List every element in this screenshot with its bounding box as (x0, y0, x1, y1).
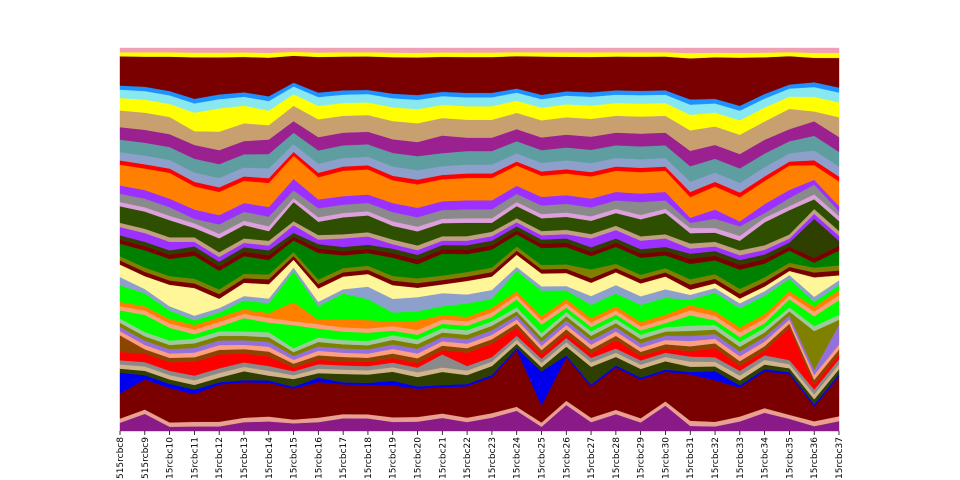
x-tick-label: 515rcbc18 (364, 437, 374, 480)
x-tick-label: 515rcbc32 (711, 437, 721, 480)
plot-area (119, 47, 840, 432)
x-tick-label: 515rcbc28 (612, 437, 622, 480)
x-tick-label: 515rcbc15 (290, 437, 300, 480)
x-tick-label: 515rcbc22 (463, 437, 473, 480)
x-tick-label: 515rcbc9 (141, 437, 151, 479)
x-tick-label: 515rcbc17 (339, 437, 349, 480)
area-series-41 (119, 47, 840, 54)
x-tick-label: 515rcbc27 (587, 437, 597, 480)
x-tick-label: 515rcbc34 (761, 437, 771, 480)
x-tick-label: 515rcbc33 (736, 437, 746, 480)
x-tick-label: 515rcbc37 (835, 437, 845, 480)
x-tick-label: 515rcbc11 (190, 437, 200, 480)
x-tick-label: 515rcbc29 (637, 437, 647, 480)
x-tick-label: 515rcbc30 (661, 437, 671, 480)
x-tick-label: 515rcbc12 (215, 437, 225, 480)
x-tick-label: 515rcbc23 (488, 437, 498, 480)
x-tick-label: 515rcbc31 (686, 437, 696, 480)
x-tick-label: 515rcbc14 (265, 437, 275, 480)
x-tick-label: 515rcbc24 (513, 437, 523, 480)
x-tick-label: 515rcbc8 (116, 437, 126, 479)
x-tick-label: 515rcbc35 (785, 437, 795, 480)
x-tick-label: 515rcbc26 (562, 437, 572, 480)
x-tick-label: 515rcbc19 (389, 437, 399, 480)
x-tick-label: 515rcbc21 (438, 437, 448, 480)
x-tick-label: 515rcbc25 (537, 437, 547, 480)
x-tick-label: 515rcbc36 (810, 437, 820, 480)
x-tick-label: 515rcbc10 (166, 437, 176, 480)
x-tick-label: 515rcbc20 (414, 437, 424, 480)
x-tick-label: 515rcbc13 (240, 437, 250, 480)
x-axis: 515rcbc8 515rcbc9 515rcbc10 515rcbc11 515rcb… (116, 431, 845, 480)
x-tick-label: 515rcbc16 (314, 437, 324, 480)
